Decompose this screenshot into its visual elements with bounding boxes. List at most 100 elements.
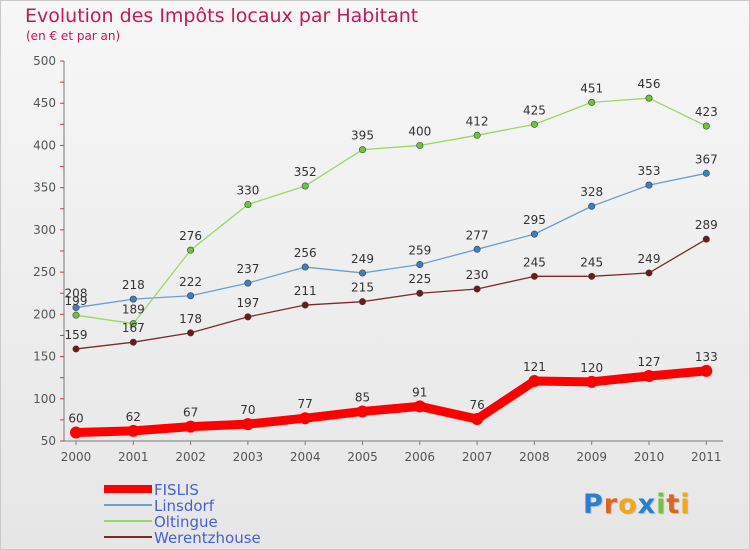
x-tick-label: 2005 bbox=[347, 450, 378, 464]
x-tick-label: 2011 bbox=[691, 450, 722, 464]
x-tick-label: 2009 bbox=[576, 450, 607, 464]
data-label-werentzhouse: 225 bbox=[408, 272, 431, 286]
data-label-werentzhouse: 215 bbox=[351, 281, 374, 295]
data-label-oltingue: 423 bbox=[695, 105, 718, 119]
data-label-fislis: 77 bbox=[298, 397, 313, 411]
x-tick-label: 2000 bbox=[61, 450, 92, 464]
data-point-werentzhouse bbox=[473, 285, 481, 293]
x-tick-label: 2002 bbox=[175, 450, 206, 464]
data-point-werentzhouse bbox=[530, 272, 538, 280]
data-label-linsdorf: 295 bbox=[523, 213, 546, 227]
logo-letter: i bbox=[680, 489, 691, 520]
data-label-linsdorf: 277 bbox=[466, 228, 489, 242]
logo-letter: i bbox=[656, 489, 667, 520]
data-point-oltingue bbox=[645, 94, 653, 102]
data-point-oltingue bbox=[301, 182, 309, 190]
data-label-linsdorf: 237 bbox=[236, 262, 259, 276]
data-point-oltingue bbox=[473, 131, 481, 139]
data-point-fislis bbox=[184, 420, 197, 433]
data-label-oltingue: 330 bbox=[236, 184, 259, 198]
legend-swatch-werentzhouse bbox=[104, 536, 152, 538]
data-point-oltingue bbox=[358, 146, 366, 154]
data-label-fislis: 133 bbox=[695, 350, 718, 364]
data-point-linsdorf bbox=[530, 230, 538, 238]
data-label-werentzhouse: 289 bbox=[695, 218, 718, 232]
data-label-fislis: 85 bbox=[355, 390, 370, 404]
data-label-werentzhouse: 245 bbox=[523, 255, 546, 269]
y-tick-label: 400 bbox=[33, 138, 56, 152]
data-point-fislis bbox=[643, 369, 655, 382]
data-label-linsdorf: 222 bbox=[179, 275, 202, 289]
data-point-linsdorf bbox=[244, 279, 252, 287]
x-tick-label: 2003 bbox=[233, 450, 264, 464]
data-point-werentzhouse bbox=[129, 338, 137, 346]
x-tick-label: 2004 bbox=[290, 450, 321, 464]
proxiti-logo: Proxiti bbox=[583, 489, 691, 520]
data-label-linsdorf: 249 bbox=[351, 252, 374, 266]
data-point-werentzhouse bbox=[702, 235, 710, 243]
data-label-oltingue: 400 bbox=[408, 124, 431, 138]
legend-swatch-oltingue bbox=[104, 520, 152, 522]
data-point-linsdorf bbox=[416, 261, 424, 269]
y-tick-label: 250 bbox=[33, 265, 56, 279]
logo-letter: x bbox=[637, 489, 657, 520]
data-point-werentzhouse bbox=[187, 329, 195, 337]
data-label-oltingue: 451 bbox=[580, 81, 603, 95]
legend-label-werentzhouse: Werentzhouse bbox=[154, 529, 261, 547]
data-label-oltingue: 276 bbox=[179, 229, 202, 243]
data-label-fislis: 121 bbox=[523, 360, 546, 374]
data-point-linsdorf bbox=[702, 169, 710, 177]
data-label-werentzhouse: 167 bbox=[122, 321, 145, 335]
logo-letter: r bbox=[603, 489, 619, 520]
data-label-oltingue: 189 bbox=[122, 303, 145, 317]
data-point-oltingue bbox=[187, 246, 195, 254]
series-line-oltingue bbox=[75, 97, 707, 325]
data-point-fislis bbox=[413, 400, 426, 413]
data-point-linsdorf bbox=[645, 181, 653, 189]
data-label-linsdorf: 256 bbox=[294, 246, 317, 260]
x-tick-label: 2007 bbox=[462, 450, 493, 464]
data-label-werentzhouse: 178 bbox=[179, 312, 202, 326]
data-label-oltingue: 456 bbox=[638, 77, 661, 91]
data-point-werentzhouse bbox=[416, 289, 424, 297]
data-point-oltingue bbox=[530, 120, 538, 128]
data-point-linsdorf bbox=[358, 269, 366, 277]
data-label-werentzhouse: 230 bbox=[466, 268, 489, 282]
data-label-fislis: 76 bbox=[469, 398, 484, 412]
data-point-werentzhouse bbox=[244, 313, 252, 321]
legend-label-fislis: FISLIS bbox=[154, 481, 199, 499]
data-label-oltingue: 199 bbox=[65, 294, 88, 308]
data-label-linsdorf: 367 bbox=[695, 152, 718, 166]
x-tick-label: 2008 bbox=[519, 450, 550, 464]
data-point-werentzhouse bbox=[588, 272, 596, 280]
logo-letter: P bbox=[583, 489, 604, 520]
y-tick-label: 500 bbox=[33, 54, 56, 68]
data-point-linsdorf bbox=[301, 263, 309, 271]
data-point-oltingue bbox=[416, 141, 424, 149]
data-label-oltingue: 425 bbox=[523, 103, 546, 117]
legend-swatch-fislis bbox=[104, 485, 152, 493]
data-point-linsdorf bbox=[588, 202, 596, 210]
legend-label-linsdorf: Linsdorf bbox=[154, 497, 214, 515]
data-label-fislis: 127 bbox=[638, 355, 661, 369]
data-point-werentzhouse bbox=[645, 269, 653, 277]
data-label-linsdorf: 218 bbox=[122, 278, 145, 292]
y-tick-label: 100 bbox=[33, 392, 56, 406]
series-line-werentzhouse bbox=[75, 238, 707, 350]
data-label-linsdorf: 259 bbox=[408, 244, 431, 258]
series-line-fislis bbox=[71, 366, 711, 438]
data-point-werentzhouse bbox=[301, 301, 309, 309]
data-point-oltingue bbox=[129, 320, 137, 328]
y-tick-label: 350 bbox=[33, 181, 56, 195]
data-point-oltingue bbox=[244, 201, 252, 209]
data-point-fislis bbox=[356, 405, 369, 418]
data-point-fislis bbox=[471, 413, 484, 426]
data-point-fislis bbox=[528, 375, 541, 388]
legend-swatch-linsdorf bbox=[104, 504, 152, 506]
data-label-fislis: 62 bbox=[126, 410, 141, 424]
data-label-fislis: 91 bbox=[412, 385, 427, 399]
data-label-werentzhouse: 245 bbox=[580, 255, 603, 269]
data-point-fislis bbox=[700, 364, 713, 377]
logo-letter: t bbox=[666, 489, 681, 520]
data-label-fislis: 120 bbox=[580, 361, 603, 375]
